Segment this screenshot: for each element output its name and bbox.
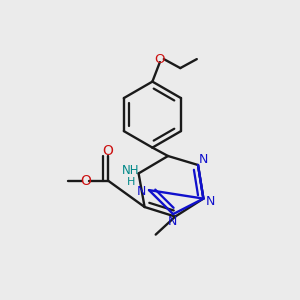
Text: NH: NH bbox=[122, 164, 140, 177]
Text: O: O bbox=[80, 174, 91, 188]
Text: H: H bbox=[127, 177, 135, 188]
Text: N: N bbox=[137, 185, 146, 198]
Text: O: O bbox=[103, 144, 113, 158]
Text: O: O bbox=[155, 52, 165, 66]
Text: N: N bbox=[167, 215, 177, 228]
Text: N: N bbox=[199, 153, 208, 166]
Text: N: N bbox=[206, 196, 215, 208]
